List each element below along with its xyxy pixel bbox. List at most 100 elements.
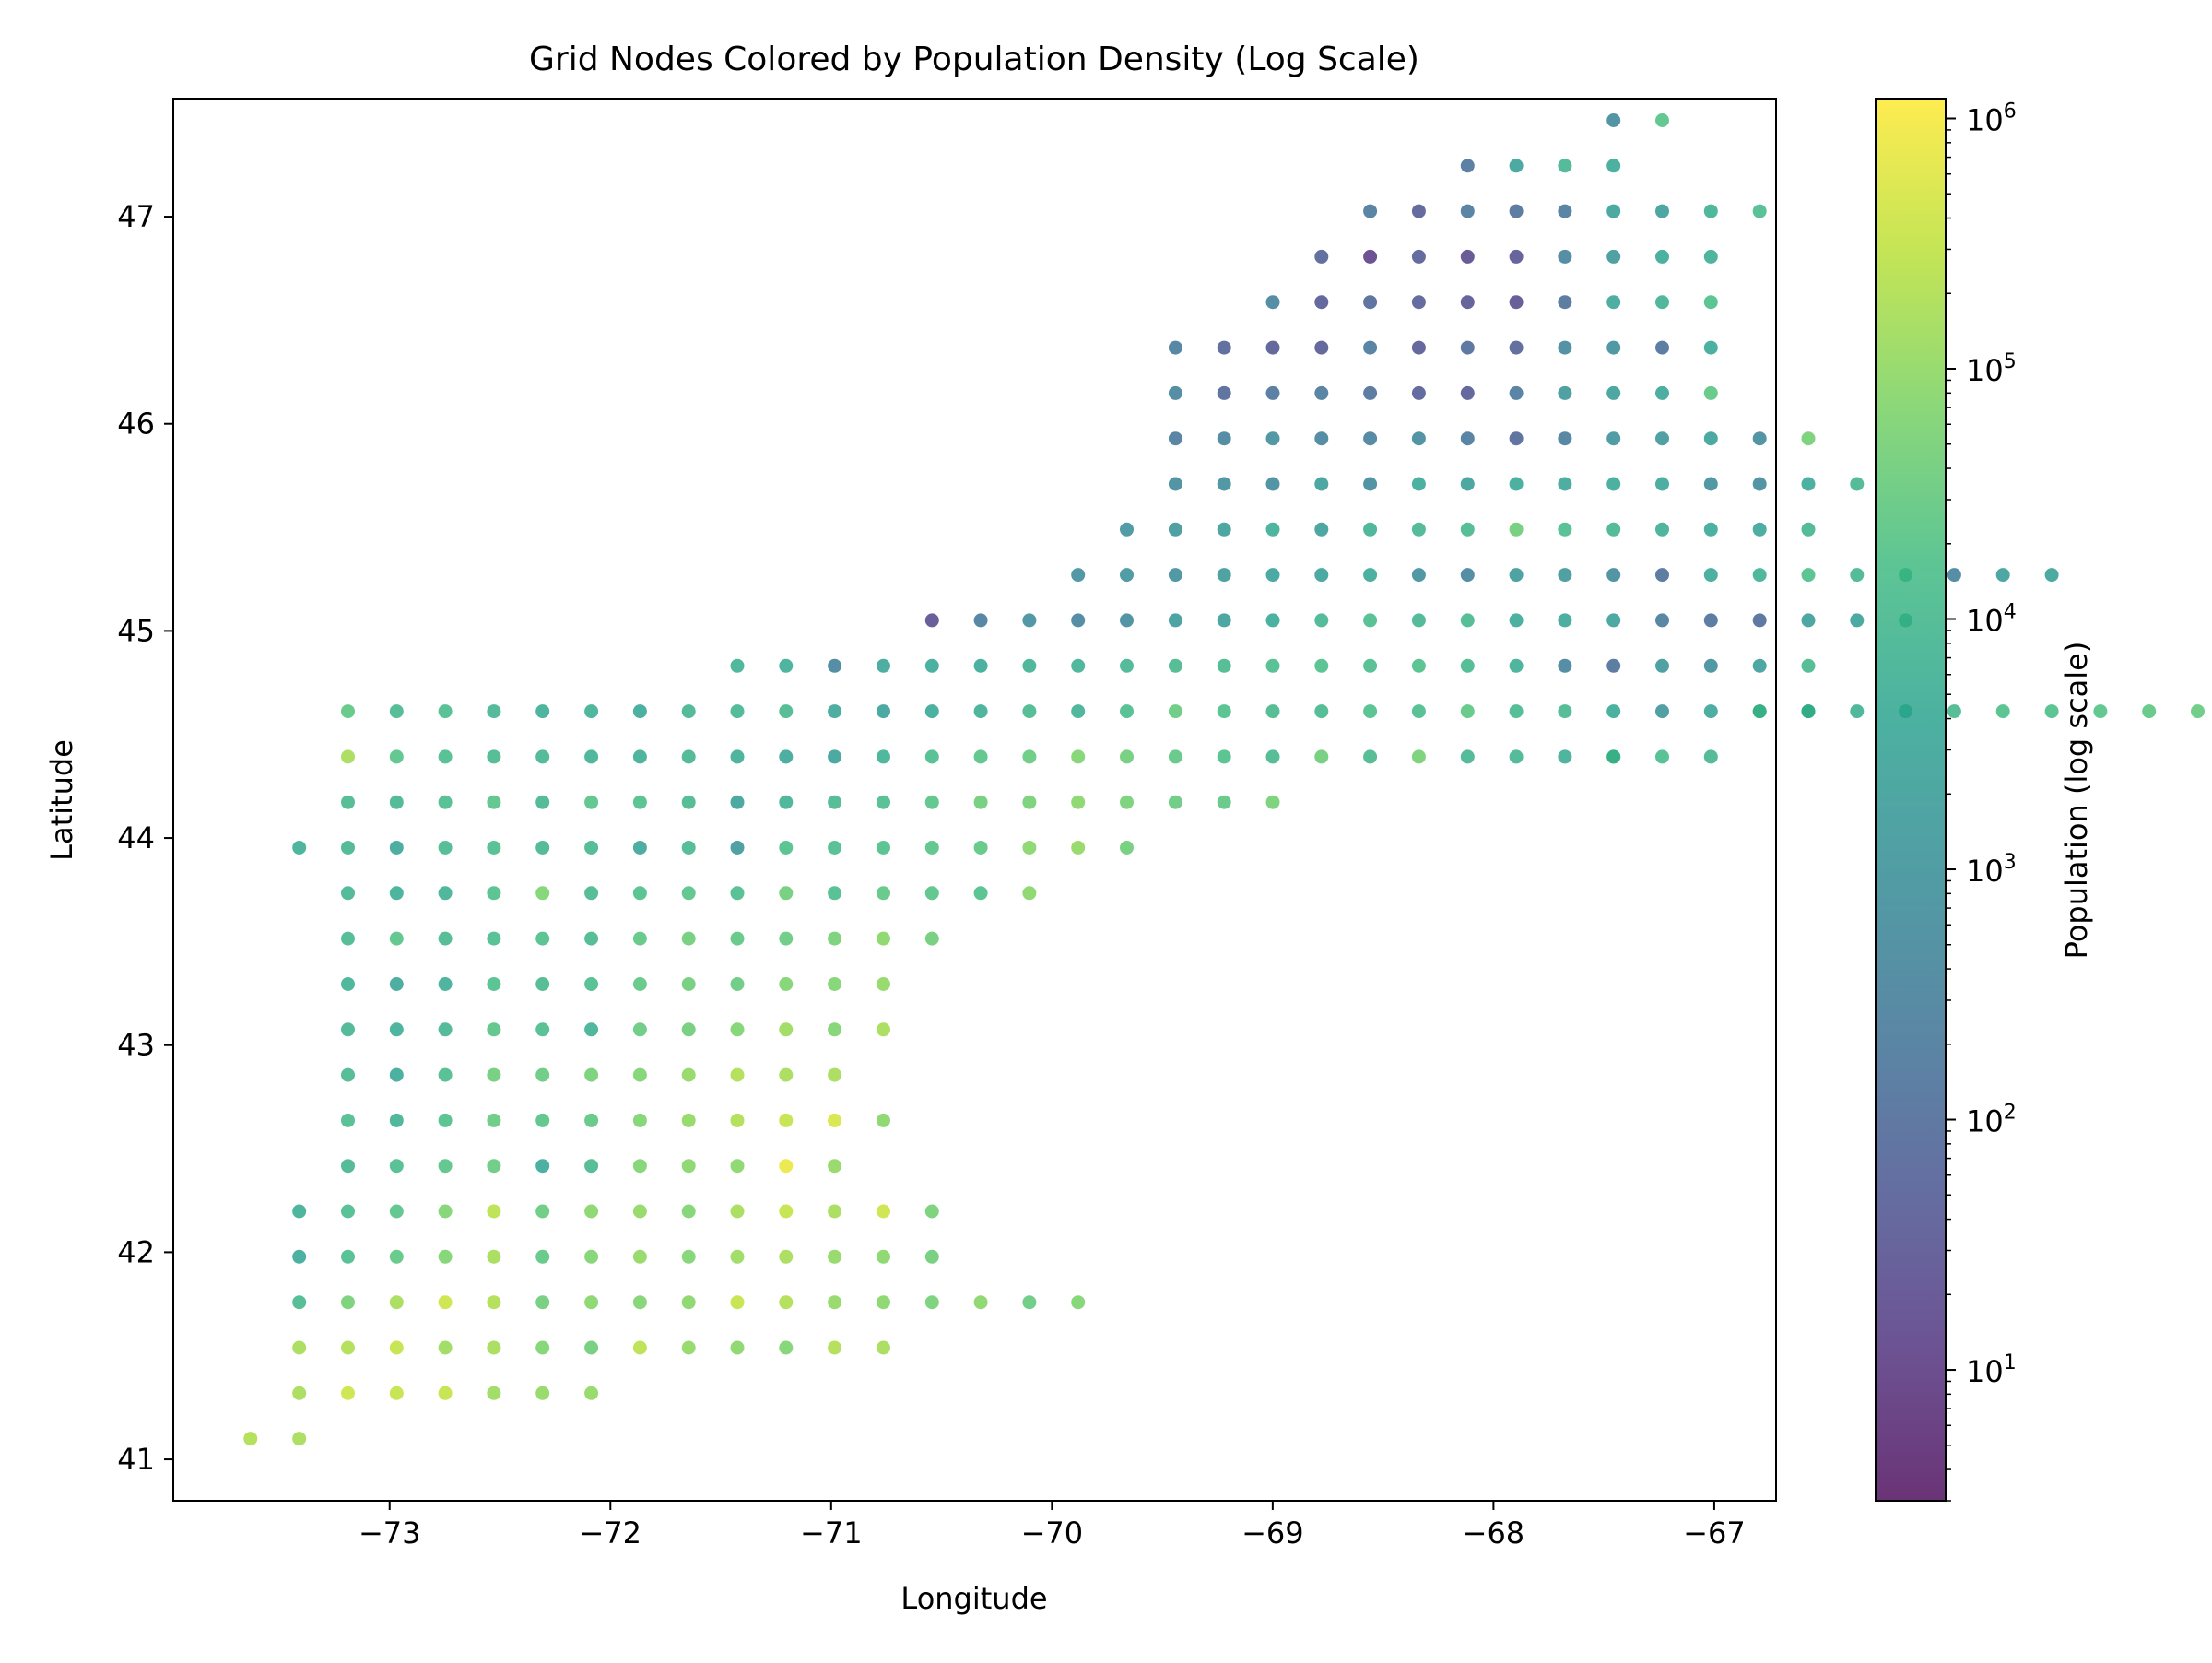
- grid-node-point: [438, 931, 453, 946]
- grid-node-point: [1217, 568, 1231, 583]
- grid-node-point: [1460, 385, 1475, 400]
- grid-node-point: [681, 1204, 696, 1219]
- grid-node-point: [877, 749, 890, 764]
- grid-node-point: [779, 1067, 794, 1082]
- grid-node-point: [924, 931, 939, 946]
- y-tick-label: 47: [117, 199, 155, 234]
- grid-node-point: [779, 841, 794, 855]
- grid-node-point: [1606, 340, 1621, 355]
- grid-node-point: [438, 1386, 453, 1400]
- grid-node-point: [584, 1295, 599, 1310]
- y-tick-label: 45: [117, 613, 155, 648]
- grid-node-point: [1801, 477, 1816, 491]
- grid-node-point: [487, 1159, 501, 1174]
- grid-node-point: [973, 1295, 988, 1310]
- grid-node-point: [535, 1386, 550, 1400]
- grid-node-point: [730, 1022, 745, 1037]
- grid-node-point: [779, 886, 794, 901]
- grid-node-point: [1314, 658, 1329, 673]
- grid-node-point: [438, 1159, 453, 1174]
- grid-node-point: [632, 1067, 647, 1082]
- grid-node-point: [535, 1159, 550, 1174]
- grid-node-point: [1217, 749, 1231, 764]
- grid-node-point: [779, 795, 794, 809]
- grid-node-point: [487, 1249, 501, 1264]
- grid-node-point: [535, 1295, 550, 1310]
- grid-node-point: [438, 1113, 453, 1127]
- grid-node-point: [389, 977, 404, 991]
- grid-node-point: [973, 749, 988, 764]
- grid-node-point: [1217, 704, 1231, 719]
- grid-node-point: [1411, 249, 1426, 264]
- grid-node-point: [1801, 704, 1816, 719]
- grid-node-point: [877, 886, 890, 901]
- grid-node-point: [292, 1295, 307, 1310]
- grid-node-point: [1168, 477, 1182, 491]
- grid-node-point: [535, 1204, 550, 1219]
- grid-node-point: [389, 1113, 404, 1127]
- grid-node-point: [681, 931, 696, 946]
- grid-node-point: [438, 1249, 453, 1264]
- grid-node-point: [487, 1204, 501, 1219]
- grid-node-point: [1071, 841, 1086, 855]
- grid-node-point: [1168, 385, 1182, 400]
- y-tick-label: 41: [117, 1442, 155, 1477]
- grid-node-point: [584, 886, 599, 901]
- grid-node-point: [973, 704, 988, 719]
- grid-node-point: [924, 795, 939, 809]
- grid-node-point: [535, 1340, 550, 1355]
- grid-node-point: [1655, 658, 1669, 673]
- grid-node-point: [487, 886, 501, 901]
- grid-node-point: [1314, 249, 1329, 264]
- grid-node-point: [1217, 477, 1231, 491]
- grid-node-point: [1558, 385, 1572, 400]
- grid-node-point: [1217, 795, 1231, 809]
- grid-node-point: [973, 886, 988, 901]
- grid-node-point: [341, 795, 355, 809]
- grid-node-point: [828, 658, 842, 673]
- grid-node-point: [1606, 704, 1621, 719]
- grid-node-point: [924, 1204, 939, 1219]
- grid-node-point: [730, 931, 745, 946]
- grid-node-point: [779, 1022, 794, 1037]
- grid-node-point: [487, 1113, 501, 1127]
- grid-node-point: [1265, 704, 1280, 719]
- grid-node-point: [584, 1249, 599, 1264]
- grid-node-point: [1120, 841, 1134, 855]
- grid-node-point: [1314, 749, 1329, 764]
- grid-node-point: [292, 1249, 307, 1264]
- grid-node-point: [1606, 477, 1621, 491]
- grid-node-point: [828, 1067, 842, 1082]
- x-axis-ticks: −73 −72 −71 −70 −69 −68 −67: [359, 1501, 1746, 1551]
- grid-node-point: [1363, 340, 1378, 355]
- colorbar-tick-label: 105: [1966, 350, 2017, 388]
- grid-node-point: [681, 1249, 696, 1264]
- grid-node-point: [1752, 704, 1767, 719]
- grid-node-point: [1411, 749, 1426, 764]
- grid-node-point: [1509, 431, 1524, 446]
- grid-node-point: [1265, 295, 1280, 310]
- grid-node-point: [1168, 749, 1182, 764]
- grid-node-point: [1363, 704, 1378, 719]
- grid-node-point: [389, 1159, 404, 1174]
- grid-node-point: [1703, 522, 1718, 537]
- grid-node-point: [341, 1204, 355, 1219]
- grid-node-point: [779, 1159, 794, 1174]
- grid-node-point: [1606, 113, 1621, 127]
- grid-node-point: [1120, 658, 1134, 673]
- grid-node-point: [1217, 613, 1231, 628]
- grid-node-point: [1558, 613, 1572, 628]
- grid-node-point: [1460, 658, 1475, 673]
- grid-node-point: [487, 795, 501, 809]
- grid-node-point: [2093, 704, 2108, 719]
- grid-node-point: [1655, 204, 1669, 218]
- grid-node-point: [1022, 795, 1037, 809]
- grid-node-point: [1460, 568, 1475, 583]
- grid-node-point: [681, 977, 696, 991]
- grid-node-point: [1022, 841, 1037, 855]
- grid-node-point: [779, 977, 794, 991]
- grid-node-point: [1217, 385, 1231, 400]
- grid-node-point: [584, 1113, 599, 1127]
- grid-node-point: [1168, 431, 1182, 446]
- grid-node-point: [1314, 613, 1329, 628]
